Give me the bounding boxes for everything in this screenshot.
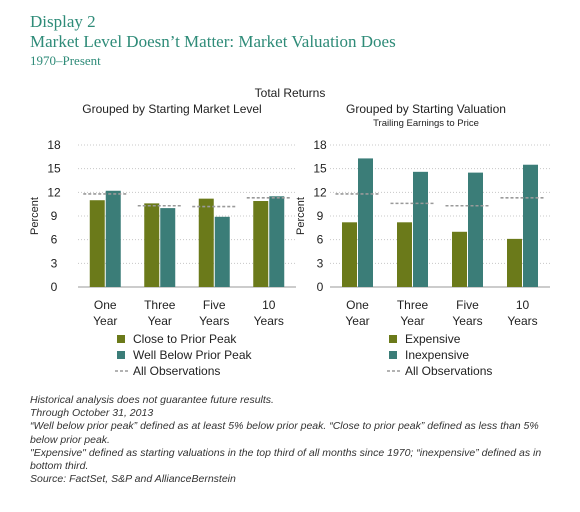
panel-subtitle: Trailing Earnings to Price [373,118,479,129]
y-tick-label: 0 [51,280,58,294]
x-tick-label: Three [144,298,176,312]
y-tick-label: 9 [51,209,58,223]
y-tick-label: 0 [317,280,324,294]
legend-swatch [117,335,125,343]
y-tick-label: 15 [47,162,61,176]
legend-label: Expensive [405,332,461,346]
footnote: Historical analysis does not guarantee f… [30,394,274,406]
bar [358,158,373,287]
y-tick-label: 18 [47,138,61,152]
footnotes: Historical analysis does not guarantee f… [30,394,560,486]
page-subtitle: 1970–Present [30,53,101,68]
x-tick-label: Years [507,314,537,328]
footnote: Source: FactSet, S&P and AllianceBernste… [30,473,236,486]
bar [253,201,269,287]
chart-area: Total Returns Grouped by Starting Market … [29,86,550,378]
chart-overall-title: Total Returns [255,86,326,100]
bar [160,208,176,287]
x-tick-label: One [94,298,117,312]
footnote: “Well below prior peak” defined as at le… [30,420,539,446]
y-tick-label: 18 [313,138,327,152]
bar [214,216,230,287]
legend-label: All Observations [405,364,492,378]
y-tick-label: 3 [317,256,324,270]
x-tick-label: Years [199,314,229,328]
y-axis-label: Percent [29,197,41,235]
x-tick-label: 10 [516,298,530,312]
x-tick-label: One [346,298,369,312]
y-tick-label: 3 [51,256,58,270]
bar [523,164,538,287]
bar [89,200,105,287]
x-tick-label: Five [203,298,226,312]
panel-title: Grouped by Starting Market Level [82,102,261,116]
y-tick-label: 12 [47,185,61,199]
x-tick-label: Three [397,298,429,312]
x-tick-label: Five [456,298,479,312]
legend-label: All Observations [133,364,220,378]
bar [468,172,483,287]
display-label: Display 2 [30,12,96,31]
bar [144,203,160,287]
legend-swatch [389,351,397,359]
bar [507,238,522,287]
legend-label: Close to Prior Peak [133,332,237,346]
page-title: Market Level Doesn’t Matter: Market Valu… [30,32,396,51]
bar [269,196,285,287]
y-axis-label: Percent [295,197,307,235]
x-tick-label: Year [400,314,424,328]
y-tick-label: 15 [313,162,327,176]
legend-swatch [117,351,125,359]
bar [198,198,214,287]
y-tick-label: 6 [51,233,58,247]
y-tick-label: 6 [317,233,324,247]
x-tick-label: Year [345,314,369,328]
bar [413,171,428,287]
bar [452,231,467,287]
legend-label: Well Below Prior Peak [133,348,252,362]
bar [397,222,412,287]
x-tick-label: Years [452,314,482,328]
footnote: "Expensive" defined as starting valuatio… [30,446,542,473]
x-tick-label: Year [93,314,117,328]
bar [105,190,121,287]
panel-title: Grouped by Starting Valuation [346,102,506,116]
footnote: Through October 31, 2013 [30,407,154,420]
y-tick-label: 12 [313,185,327,199]
x-tick-label: 10 [262,298,276,312]
legend-swatch [389,335,397,343]
x-tick-label: Year [148,314,172,328]
bar [342,222,357,287]
x-tick-label: Years [254,314,284,328]
legend-label: Inexpensive [405,348,469,362]
y-tick-label: 9 [317,209,324,223]
